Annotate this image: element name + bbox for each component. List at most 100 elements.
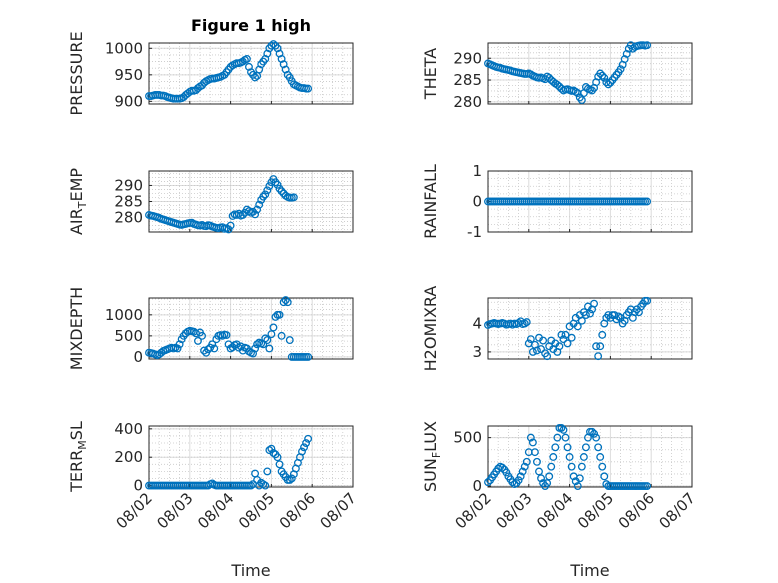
data-point xyxy=(259,480,268,489)
data-point xyxy=(557,423,566,432)
data-point xyxy=(594,352,603,361)
data-point xyxy=(484,478,492,487)
y-tick-label: 285 xyxy=(453,71,482,89)
data-point xyxy=(596,453,605,461)
data-point xyxy=(592,342,601,351)
y-tick-label: 290 xyxy=(453,49,482,67)
y-axis-label: MIXDEPTH xyxy=(67,287,86,370)
subplot-6: 3 4 H2OMIXRA xyxy=(421,286,693,372)
data-point xyxy=(249,349,257,358)
data-point xyxy=(533,457,541,466)
data-point xyxy=(283,298,292,307)
data-point xyxy=(614,312,623,321)
data-point xyxy=(263,186,272,195)
data-point xyxy=(265,344,274,353)
data-point xyxy=(277,187,286,196)
y-tick-label: 0 xyxy=(472,193,482,211)
data-point xyxy=(208,340,217,349)
data-point xyxy=(518,467,527,476)
data-point xyxy=(555,82,564,91)
y-tick-label: 400 xyxy=(114,420,143,438)
data-point xyxy=(200,346,209,355)
data-point xyxy=(622,49,631,58)
y-tick-label: 285 xyxy=(114,193,143,211)
data-point xyxy=(561,330,570,339)
data-point xyxy=(253,205,262,214)
data-point xyxy=(533,346,541,355)
data-point xyxy=(555,342,564,351)
data-point xyxy=(194,336,202,345)
y-tick-label: 1000 xyxy=(105,306,143,324)
data-point xyxy=(271,312,280,321)
data-point xyxy=(596,69,605,78)
data-point xyxy=(198,331,206,340)
data-point xyxy=(573,482,582,490)
y-tick-label: 280 xyxy=(453,93,482,111)
data-point xyxy=(594,443,603,452)
data-point xyxy=(600,472,609,481)
data-point xyxy=(528,438,537,447)
data-point xyxy=(267,330,276,339)
data-point xyxy=(535,467,543,476)
data-point xyxy=(298,447,306,456)
data-point xyxy=(275,460,284,469)
data-point xyxy=(222,331,231,339)
y-tick-label: 280 xyxy=(114,209,143,227)
data-point xyxy=(579,453,588,461)
y-tick-label: 1 xyxy=(472,162,482,180)
axes-box xyxy=(148,42,354,105)
data-point xyxy=(616,65,625,74)
data-point xyxy=(537,345,545,354)
data-point xyxy=(545,472,554,481)
y-axis-label: PRESSURE xyxy=(67,31,86,115)
data-point xyxy=(537,474,545,483)
data-point xyxy=(590,429,599,438)
y-tick-label: 0 xyxy=(472,477,482,495)
data-point xyxy=(522,457,531,466)
data-point xyxy=(539,336,548,345)
data-point xyxy=(516,472,525,481)
y-axis-label: RAINFALL xyxy=(421,164,440,239)
y-tick-label: 950 xyxy=(114,66,143,84)
y-tick-label: 900 xyxy=(114,92,143,110)
data-point xyxy=(210,344,219,353)
axes-box xyxy=(487,42,693,105)
y-tick-label: 3 xyxy=(472,343,482,361)
y-axis-label: SUNFLUX xyxy=(421,421,443,492)
data-point xyxy=(588,427,596,436)
y-tick-label: 500 xyxy=(453,429,482,447)
data-point xyxy=(598,330,607,339)
data-point xyxy=(498,463,507,472)
data-point xyxy=(263,467,272,476)
data-point xyxy=(598,71,607,80)
data-point xyxy=(277,331,286,340)
data-point xyxy=(610,311,619,319)
y-axis-label: THETA xyxy=(421,48,440,100)
data-point xyxy=(245,207,253,216)
data-point xyxy=(604,80,613,89)
subplot-1: 900 950 1000 PRESSURE xyxy=(67,31,354,116)
y-tick-label: 500 xyxy=(114,327,143,345)
data-point xyxy=(573,322,582,331)
x-axis-label: Time xyxy=(569,561,609,580)
data-point xyxy=(553,433,562,442)
data-point xyxy=(285,336,294,345)
data-point xyxy=(600,73,609,82)
data-point xyxy=(269,40,278,49)
figure-title: Figure 1 high xyxy=(191,16,311,35)
y-tick-label: 200 xyxy=(114,448,143,466)
data-point xyxy=(559,335,568,344)
data-point xyxy=(577,462,586,471)
data-point xyxy=(300,443,308,452)
data-point xyxy=(581,311,590,319)
y-tick-label: 290 xyxy=(114,176,143,194)
data-point xyxy=(598,462,607,471)
data-point xyxy=(577,96,586,105)
data-point xyxy=(261,334,270,343)
data-point xyxy=(526,433,535,442)
data-point xyxy=(304,434,313,443)
y-axis-label: H2OMIXRA xyxy=(421,286,440,372)
data-point xyxy=(596,342,605,351)
